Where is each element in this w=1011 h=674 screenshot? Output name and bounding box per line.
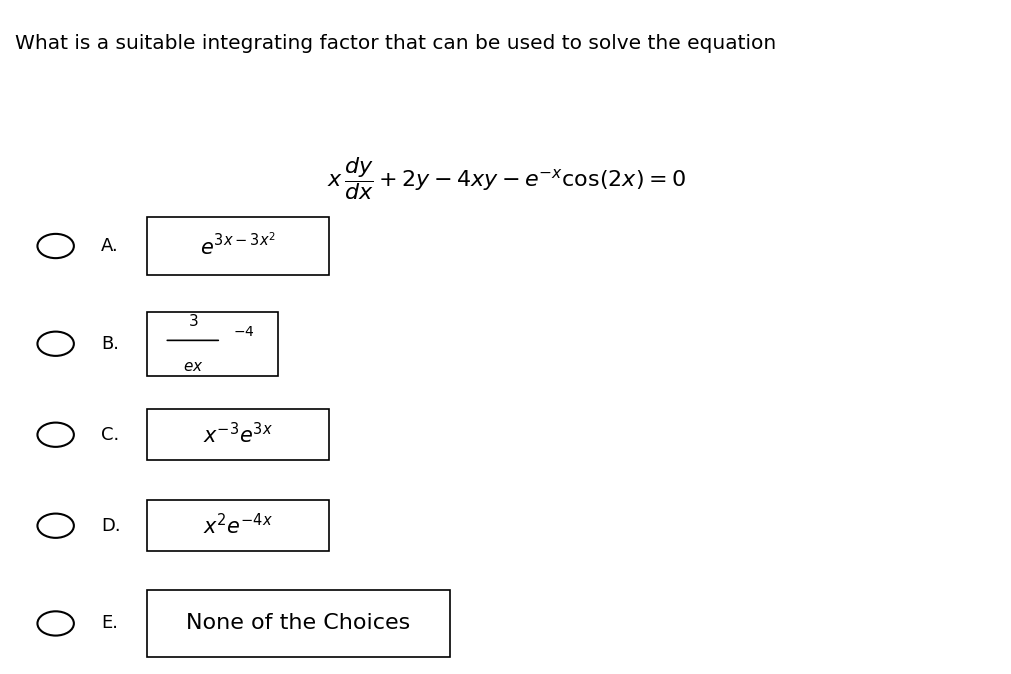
Text: D.: D. [101, 517, 120, 534]
Text: None of the Choices: None of the Choices [186, 613, 410, 634]
Text: $3$: $3$ [187, 313, 198, 329]
Text: $x^{-3}e^{3x}$: $x^{-3}e^{3x}$ [202, 422, 273, 448]
FancyBboxPatch shape [147, 311, 278, 376]
FancyBboxPatch shape [147, 500, 329, 551]
FancyBboxPatch shape [147, 217, 329, 275]
Text: $x^{2}e^{-4x}$: $x^{2}e^{-4x}$ [202, 513, 273, 539]
Text: $e^{3x-3x^2}$: $e^{3x-3x^2}$ [200, 233, 275, 259]
FancyBboxPatch shape [147, 590, 450, 657]
Text: What is a suitable integrating factor that can be used to solve the equation: What is a suitable integrating factor th… [15, 34, 775, 53]
FancyBboxPatch shape [147, 409, 329, 460]
Text: B.: B. [101, 335, 119, 353]
Text: E.: E. [101, 615, 118, 632]
Text: A.: A. [101, 237, 119, 255]
Text: $ex$: $ex$ [182, 359, 203, 373]
Text: $-4$: $-4$ [234, 325, 255, 338]
Text: C.: C. [101, 426, 119, 443]
Text: $x\,\dfrac{dy}{dx} + 2y - 4xy - e^{-x}\cos(2x) = 0$: $x\,\dfrac{dy}{dx} + 2y - 4xy - e^{-x}\c… [327, 155, 684, 202]
